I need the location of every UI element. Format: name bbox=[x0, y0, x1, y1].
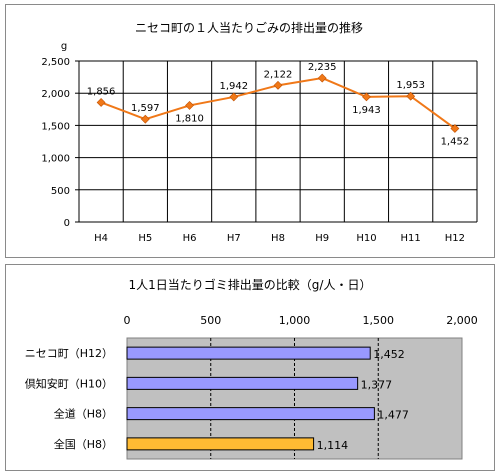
data-point-marker bbox=[450, 124, 460, 133]
data-point-marker bbox=[140, 114, 150, 124]
y-tick-label: 0 bbox=[64, 218, 70, 229]
data-label: 1,942 bbox=[219, 81, 248, 92]
category-label: ニセコ町（H12） bbox=[25, 347, 113, 360]
x-tick-label: 0 bbox=[124, 314, 131, 327]
data-label: 1,377 bbox=[361, 378, 393, 391]
y-tick-label: 1,500 bbox=[41, 121, 70, 132]
category-label: 全国（H8） bbox=[54, 437, 113, 451]
x-tick-label: 1,500 bbox=[363, 314, 395, 327]
data-label: 2,235 bbox=[308, 62, 337, 73]
y-axis-unit-label: g bbox=[61, 41, 67, 52]
data-label: 1,452 bbox=[373, 348, 405, 361]
data-point-marker bbox=[406, 91, 416, 101]
bar bbox=[126, 407, 375, 421]
bar-chart-title: 1人1日当たりゴミ排出量の比較（g/人・日） bbox=[129, 277, 372, 292]
x-tick-label: 1,000 bbox=[279, 314, 311, 327]
x-tick-label: H9 bbox=[315, 233, 329, 244]
x-tick-label: H7 bbox=[227, 233, 241, 244]
data-label: 1,477 bbox=[377, 409, 409, 422]
data-point-marker bbox=[362, 92, 371, 102]
category-label: 全道（H8） bbox=[54, 407, 113, 421]
x-tick-label: H5 bbox=[138, 233, 152, 244]
data-label: 2,122 bbox=[264, 69, 293, 80]
line-chart-panel bbox=[5, 4, 495, 258]
y-tick-label: 2,500 bbox=[41, 57, 70, 68]
data-label: 1,114 bbox=[317, 439, 349, 452]
y-tick-label: 1,000 bbox=[41, 154, 70, 165]
data-point-marker bbox=[273, 80, 283, 90]
data-label: 1,810 bbox=[175, 113, 204, 124]
data-label: 1,452 bbox=[441, 136, 470, 147]
bar bbox=[126, 376, 359, 390]
x-tick-label: H10 bbox=[356, 233, 376, 244]
bar bbox=[126, 437, 315, 451]
x-tick-label: H12 bbox=[445, 233, 465, 244]
data-point-marker bbox=[229, 92, 239, 102]
x-tick-label: 500 bbox=[200, 314, 221, 327]
category-label: 倶知安町（H10） bbox=[25, 376, 113, 390]
data-label: 1,597 bbox=[131, 103, 160, 114]
x-tick-label: 2,000 bbox=[446, 314, 478, 327]
y-tick-label: 500 bbox=[51, 186, 70, 197]
bar bbox=[126, 346, 371, 360]
data-point-marker bbox=[185, 101, 194, 110]
data-point-marker bbox=[317, 73, 327, 83]
line-chart: ニセコ町の１人当たりごみの排出量の推移 g 0 500 1,000 1,500 2,00… bbox=[41, 20, 478, 244]
data-label: 1,943 bbox=[352, 105, 381, 116]
x-tick-label: H6 bbox=[183, 233, 197, 244]
data-point-marker bbox=[96, 98, 106, 107]
x-tick-label: H8 bbox=[271, 233, 285, 244]
x-tick-label: H11 bbox=[401, 233, 421, 244]
data-label: 1,953 bbox=[396, 80, 425, 91]
x-tick-label: H4 bbox=[94, 233, 108, 244]
data-label: 1,856 bbox=[87, 86, 116, 97]
line-chart-title: ニセコ町の１人当たりごみの排出量の推移 bbox=[135, 20, 363, 35]
y-tick-label: 2,000 bbox=[41, 89, 70, 100]
